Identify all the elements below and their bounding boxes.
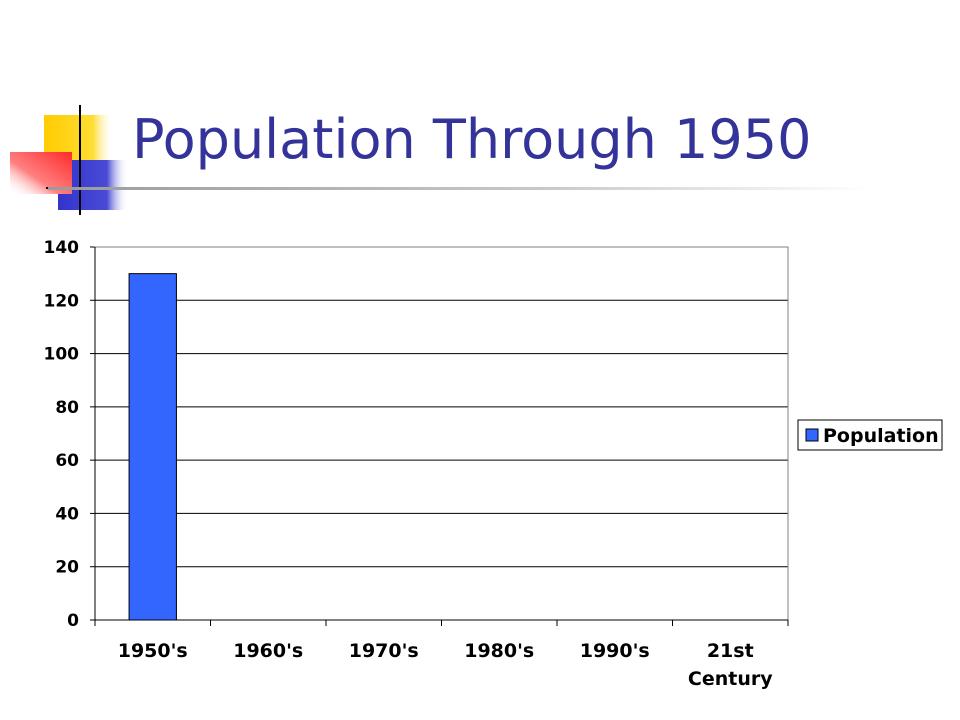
x-tick-label: 1990's <box>580 640 650 662</box>
legend-label: Population <box>823 425 939 447</box>
y-tick-label: 140 <box>44 238 80 258</box>
y-tick-label: 20 <box>55 558 79 578</box>
y-tick-label: 120 <box>44 291 80 311</box>
y-tick-label: 80 <box>55 398 79 418</box>
legend: Population <box>797 419 943 451</box>
axis-layer <box>90 246 789 626</box>
x-tick-label: 1980's <box>464 640 534 662</box>
bar-1950-s <box>128 273 177 621</box>
legend-swatch <box>805 428 819 442</box>
grid-layer <box>95 246 788 621</box>
label-layer: 0 20 40 60 80 100 120 140 1950's 1960's 1970's 1980… <box>44 238 774 690</box>
y-tick-label: 60 <box>55 451 79 471</box>
legend-box <box>797 419 943 451</box>
x-tick-label: 1950's <box>118 640 188 662</box>
y-tick-label: 100 <box>44 345 80 365</box>
plot-area <box>94 246 789 621</box>
x-tick-label: 1970's <box>349 640 419 662</box>
bar-layer <box>128 273 177 621</box>
title-underline <box>48 187 870 190</box>
x-tick-label: Century <box>688 668 773 690</box>
y-tick-label: 40 <box>55 504 79 524</box>
x-tick-label: 21st <box>707 640 754 662</box>
y-tick-label: 0 <box>67 611 79 631</box>
slide-title: Population Through 1950 <box>132 108 812 171</box>
x-tick-label: 1960's <box>233 640 303 662</box>
